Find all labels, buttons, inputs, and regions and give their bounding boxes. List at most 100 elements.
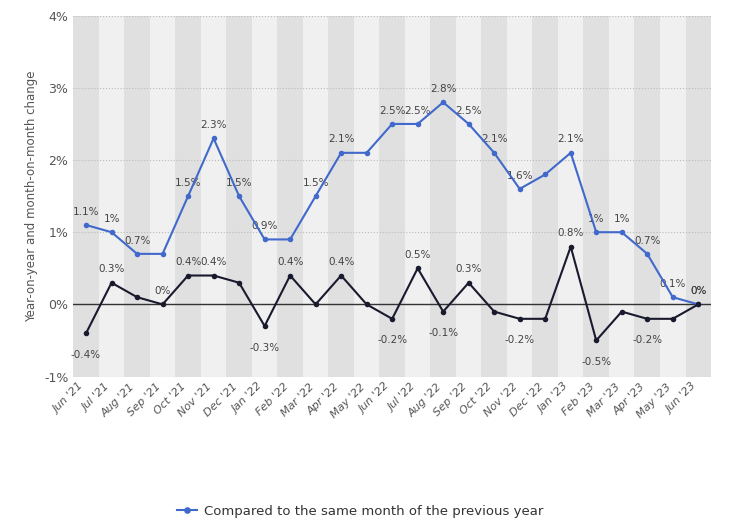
- Text: 1.6%: 1.6%: [507, 170, 533, 180]
- Bar: [635, 16, 660, 377]
- Compared to the same month of the previous year: [286, 236, 295, 243]
- Compared to the same month of the previous year: [158, 251, 167, 257]
- Compared to the same month of the previous year: [81, 222, 90, 228]
- Compared to the same month of the previous year: [490, 150, 498, 156]
- Text: 2.1%: 2.1%: [481, 134, 507, 144]
- Compared to the previous month: [362, 301, 371, 308]
- Text: 1.5%: 1.5%: [226, 178, 252, 188]
- Compared to the previous month: [158, 301, 167, 308]
- Compared to the previous month: [286, 272, 295, 279]
- Compared to the previous month: [413, 265, 422, 271]
- Text: 2.5%: 2.5%: [405, 106, 431, 116]
- Text: 1.5%: 1.5%: [175, 178, 202, 188]
- Line: Compared to the previous month: Compared to the previous month: [84, 244, 701, 343]
- Text: 0.7%: 0.7%: [124, 235, 150, 245]
- Text: 0%: 0%: [690, 286, 707, 296]
- Compared to the previous month: [617, 309, 626, 315]
- Compared to the previous month: [184, 272, 193, 279]
- Compared to the same month of the previous year: [515, 186, 524, 192]
- Y-axis label: Year-on-year and month-on-month change: Year-on-year and month-on-month change: [26, 71, 39, 322]
- Compared to the previous month: [643, 316, 652, 322]
- Compared to the same month of the previous year: [209, 135, 218, 142]
- Compared to the previous month: [694, 301, 703, 308]
- Compared to the previous month: [260, 323, 269, 329]
- Text: -0.4%: -0.4%: [71, 350, 101, 360]
- Text: -0.2%: -0.2%: [504, 335, 535, 346]
- Compared to the previous month: [464, 280, 473, 286]
- Text: 2.5%: 2.5%: [455, 106, 482, 116]
- Compared to the previous month: [567, 244, 575, 250]
- Bar: [430, 16, 456, 377]
- Bar: [125, 16, 150, 377]
- Text: -0.5%: -0.5%: [581, 357, 611, 367]
- Text: 2.3%: 2.3%: [200, 120, 226, 130]
- Bar: [226, 16, 252, 377]
- Compared to the same month of the previous year: [694, 301, 703, 308]
- Bar: [73, 16, 99, 377]
- Compared to the same month of the previous year: [107, 229, 116, 235]
- Compared to the same month of the previous year: [541, 172, 550, 178]
- Compared to the previous month: [81, 330, 90, 336]
- Compared to the same month of the previous year: [643, 251, 652, 257]
- Compared to the same month of the previous year: [413, 121, 422, 127]
- Compared to the previous month: [235, 280, 243, 286]
- Compared to the same month of the previous year: [617, 229, 626, 235]
- Bar: [583, 16, 609, 377]
- Compared to the previous month: [312, 301, 320, 308]
- Compared to the same month of the previous year: [567, 150, 575, 156]
- Text: 2.1%: 2.1%: [328, 134, 354, 144]
- Text: 1%: 1%: [614, 214, 630, 224]
- Compared to the previous month: [107, 280, 116, 286]
- Text: -0.3%: -0.3%: [249, 343, 280, 353]
- Text: 1%: 1%: [588, 214, 605, 224]
- Text: 0.1%: 0.1%: [660, 279, 686, 289]
- Compared to the same month of the previous year: [668, 294, 677, 300]
- Text: 2.8%: 2.8%: [430, 84, 457, 94]
- Text: -0.1%: -0.1%: [428, 328, 458, 338]
- Bar: [482, 16, 507, 377]
- Compared to the same month of the previous year: [439, 99, 448, 106]
- Text: 0.8%: 0.8%: [558, 229, 584, 238]
- Compared to the same month of the previous year: [312, 193, 320, 199]
- Compared to the same month of the previous year: [336, 150, 345, 156]
- Bar: [685, 16, 711, 377]
- Bar: [532, 16, 558, 377]
- Bar: [328, 16, 354, 377]
- Compared to the previous month: [209, 272, 218, 279]
- Text: -0.2%: -0.2%: [632, 335, 663, 346]
- Compared to the same month of the previous year: [235, 193, 243, 199]
- Line: Compared to the same month of the previous year: Compared to the same month of the previo…: [84, 99, 701, 307]
- Legend: Compared to the same month of the previous year, Compared to the previous month: Compared to the same month of the previo…: [172, 500, 548, 523]
- Compared to the previous month: [336, 272, 345, 279]
- Text: -0.2%: -0.2%: [377, 335, 408, 346]
- Bar: [277, 16, 303, 377]
- Text: 1%: 1%: [103, 214, 119, 224]
- Compared to the same month of the previous year: [260, 236, 269, 243]
- Text: 2.5%: 2.5%: [379, 106, 405, 116]
- Text: 0.3%: 0.3%: [455, 265, 482, 275]
- Text: 0.7%: 0.7%: [634, 235, 660, 245]
- Compared to the same month of the previous year: [388, 121, 397, 127]
- Compared to the previous month: [592, 337, 600, 344]
- Text: 0.4%: 0.4%: [175, 257, 202, 267]
- Compared to the same month of the previous year: [464, 121, 473, 127]
- Compared to the same month of the previous year: [133, 251, 141, 257]
- Text: 0.5%: 0.5%: [405, 250, 431, 260]
- Compared to the previous month: [515, 316, 524, 322]
- Text: 1.1%: 1.1%: [73, 207, 99, 217]
- Bar: [175, 16, 201, 377]
- Compared to the previous month: [133, 294, 141, 300]
- Text: 0%: 0%: [690, 286, 707, 296]
- Compared to the same month of the previous year: [592, 229, 600, 235]
- Text: 0%: 0%: [155, 286, 171, 296]
- Compared to the previous month: [490, 309, 498, 315]
- Compared to the same month of the previous year: [362, 150, 371, 156]
- Bar: [380, 16, 405, 377]
- Text: 0.4%: 0.4%: [200, 257, 226, 267]
- Text: 0.9%: 0.9%: [251, 221, 278, 231]
- Text: 1.5%: 1.5%: [303, 178, 329, 188]
- Compared to the same month of the previous year: [184, 193, 193, 199]
- Text: 0.4%: 0.4%: [277, 257, 303, 267]
- Compared to the previous month: [439, 309, 448, 315]
- Text: 2.1%: 2.1%: [558, 134, 584, 144]
